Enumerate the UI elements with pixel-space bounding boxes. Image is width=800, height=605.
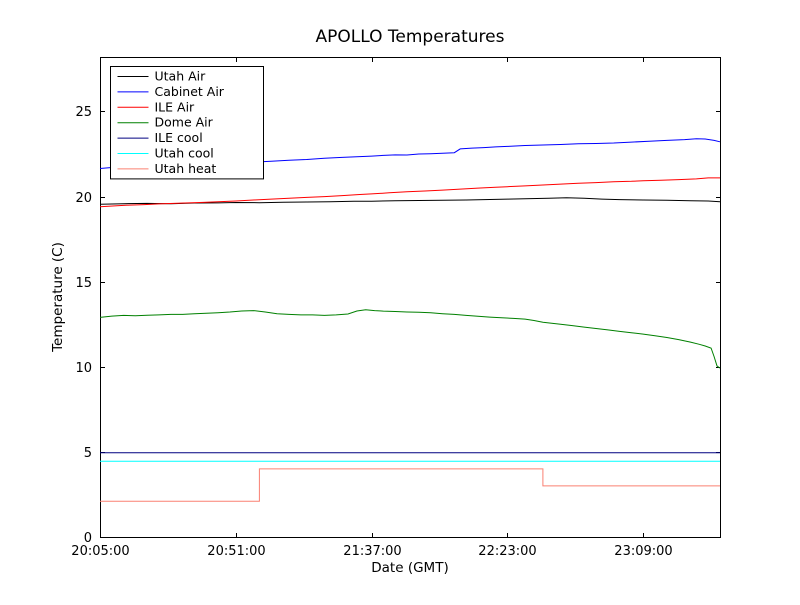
- legend-label: Dome Air: [155, 115, 214, 130]
- series-line-utah-heat: [100, 468, 720, 502]
- x-tick-label: 21:37:00: [343, 544, 401, 559]
- legend-label: Utah heat: [155, 161, 217, 176]
- x-tick-label: 23:09:00: [614, 544, 672, 559]
- y-tick-label: 15: [75, 276, 92, 291]
- plot-area: 20:05:00 20:51:00 21:37:00 22:23:00 23:09:00…: [71, 57, 721, 559]
- y-tick-label: 5: [84, 446, 92, 461]
- legend-label: ILE cool: [155, 130, 203, 145]
- y-axis-label: Temperature (C): [50, 242, 66, 353]
- y-tick-label: 0: [84, 531, 92, 546]
- legend-label: Utah Air: [155, 69, 207, 84]
- series-line-utah-air: [99, 197, 721, 205]
- plot-frame: [100, 57, 721, 538]
- x-tick-label: 20:51:00: [207, 544, 265, 559]
- y-tick-label: 20: [75, 191, 92, 206]
- chart-title: APOLLO Temperatures: [316, 27, 505, 47]
- x-tick-label: 22:23:00: [478, 544, 536, 559]
- y-tick-label: 10: [75, 361, 92, 376]
- series-line-ile-air: [99, 177, 720, 208]
- series-line-dome-air: [99, 309, 721, 369]
- legend-label: ILE Air: [155, 99, 196, 114]
- x-axis-label: Date (GMT): [371, 560, 448, 576]
- legend-label: Cabinet Air: [155, 84, 225, 99]
- x-tick-label: 20:05:00: [71, 544, 129, 559]
- legend-label: Utah cool: [155, 146, 214, 161]
- y-tick-label: 25: [75, 105, 92, 120]
